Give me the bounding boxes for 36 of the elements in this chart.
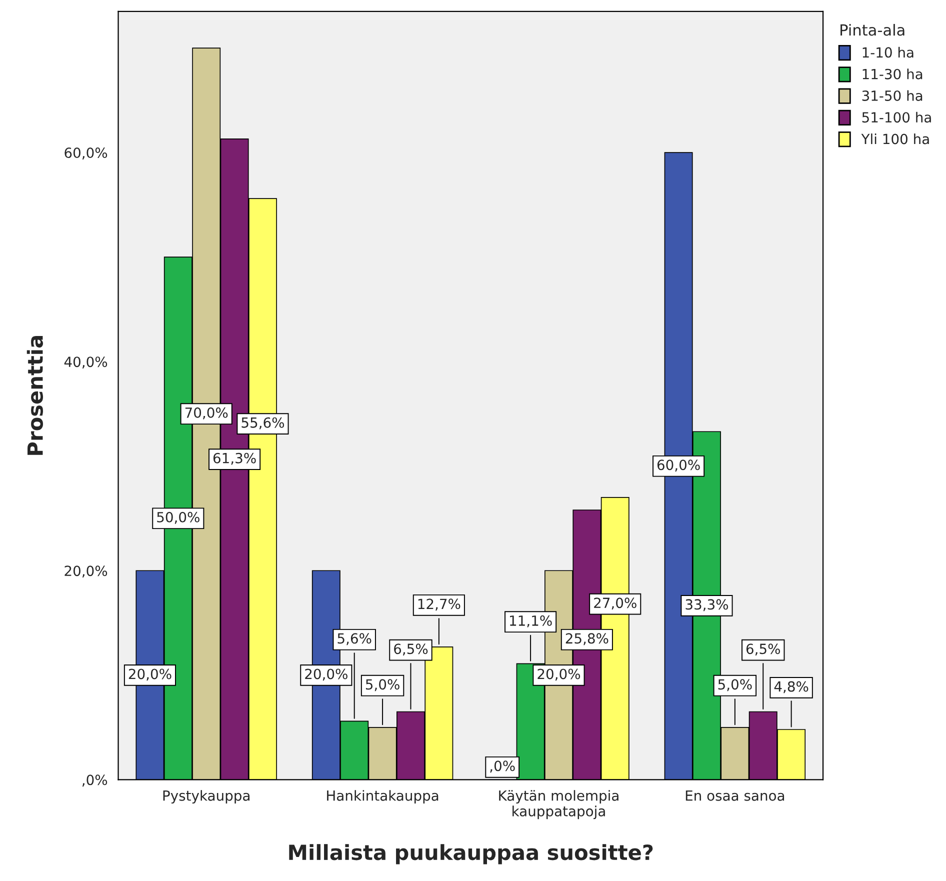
data-label: 60,0% [657, 460, 700, 472]
data-label: 33,3% [686, 599, 728, 612]
legend-label: 51-100 ha [862, 112, 931, 123]
data-label: 61,3% [213, 452, 256, 465]
y-tick-label: 20,0% [64, 566, 108, 578]
data-label: 50,0% [157, 512, 200, 524]
legend-title: Pinta-ala [840, 24, 904, 36]
x-tick-label: Käytän molempia kauppatapoja [499, 790, 618, 820]
legend-label: 31-50 ha [862, 90, 922, 101]
data-label: 4,8% [774, 681, 808, 694]
data-label: 5,0% [366, 679, 400, 692]
data-label: 27,0% [594, 598, 636, 610]
data-label: 20,0% [305, 668, 348, 681]
data-label: 25,8% [566, 633, 608, 646]
data-label: 11,1% [510, 615, 552, 628]
data-label: 55,6% [242, 417, 284, 430]
x-tick-label: Hankintakauppa [327, 790, 438, 804]
data-label: 20,0% [538, 668, 580, 681]
x-tick-label: Pystykauppa [163, 790, 250, 804]
legend-label: 11-30 ha [862, 68, 922, 80]
data-label: 5,6% [338, 633, 372, 646]
x-axis-title: Millaista puukauppaa suositte? [289, 844, 653, 864]
data-label: 12,7% [418, 598, 460, 611]
data-label: 20,0% [128, 668, 172, 681]
y-axis-title: Prosenttia [26, 336, 44, 455]
y-tick-label: 60,0% [64, 148, 108, 160]
y-tick-label: 40,0% [64, 356, 108, 368]
data-label: 6,5% [394, 644, 428, 656]
data-label: 6,5% [746, 644, 780, 656]
data-label: 5,0% [718, 679, 752, 692]
x-tick-label: En osaa sanoa [686, 790, 784, 801]
legend-label: 1-10 ha [862, 46, 914, 58]
legend-label: Yli 100 ha [861, 133, 929, 144]
data-label: ,0% [490, 760, 515, 773]
y-tick-label: ,0% [82, 774, 108, 787]
data-label: 70,0% [185, 407, 228, 420]
